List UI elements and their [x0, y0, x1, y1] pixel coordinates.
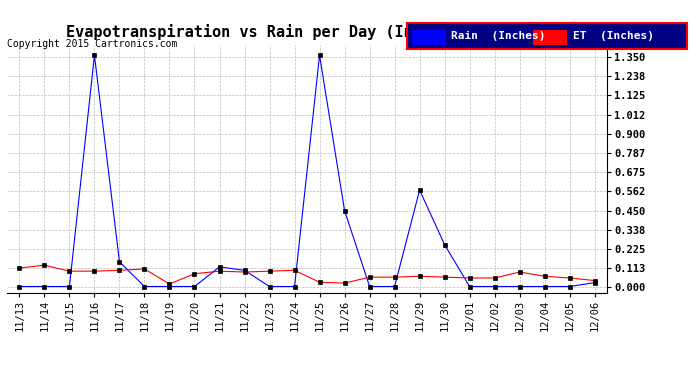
- Rain  (Inches): [290, 284, 299, 289]
- Text: Copyright 2015 Cartronics.com: Copyright 2015 Cartronics.com: [7, 39, 177, 50]
- Rain  (Inches): [140, 284, 148, 289]
- Rain  (Inches): [40, 284, 48, 289]
- Rain  (Inches): [240, 268, 248, 273]
- Rain  (Inches): [90, 53, 99, 57]
- ET  (Inches): [591, 278, 599, 283]
- Rain  (Inches): [366, 284, 374, 289]
- ET  (Inches): [315, 280, 324, 285]
- Rain  (Inches): [591, 280, 599, 285]
- Rain  (Inches): [190, 284, 199, 289]
- ET  (Inches): [240, 270, 248, 274]
- Rain  (Inches): [440, 243, 449, 247]
- Rain  (Inches): [315, 53, 324, 57]
- Rain  (Inches): [166, 284, 174, 289]
- ET  (Inches): [66, 269, 74, 273]
- ET  (Inches): [540, 274, 549, 279]
- ET  (Inches): [40, 263, 48, 267]
- Rain  (Inches): [340, 209, 348, 213]
- ET  (Inches): [515, 270, 524, 274]
- Rain  (Inches): [566, 284, 574, 289]
- ET  (Inches): [266, 269, 274, 273]
- Rain  (Inches): [415, 188, 424, 192]
- ET  (Inches): [115, 268, 124, 273]
- ET  (Inches): [166, 282, 174, 286]
- ET  (Inches): [15, 266, 23, 270]
- Rain  (Inches): [540, 284, 549, 289]
- ET  (Inches): [566, 276, 574, 280]
- Rain  (Inches): [391, 284, 399, 289]
- Text: Rain  (Inches): Rain (Inches): [451, 31, 545, 40]
- Rain  (Inches): [266, 284, 274, 289]
- Text: ET  (Inches): ET (Inches): [573, 31, 653, 40]
- Rain  (Inches): [15, 284, 23, 289]
- ET  (Inches): [440, 275, 449, 279]
- ET  (Inches): [290, 268, 299, 273]
- ET  (Inches): [90, 269, 99, 273]
- ET  (Inches): [466, 276, 474, 280]
- Rain  (Inches): [66, 284, 74, 289]
- ET  (Inches): [491, 276, 499, 280]
- Rain  (Inches): [115, 260, 124, 264]
- ET  (Inches): [140, 267, 148, 271]
- Rain  (Inches): [215, 265, 224, 269]
- ET  (Inches): [190, 272, 199, 276]
- ET  (Inches): [340, 281, 348, 285]
- Line: Rain  (Inches): Rain (Inches): [18, 54, 596, 288]
- Rain  (Inches): [491, 284, 499, 289]
- ET  (Inches): [366, 275, 374, 279]
- Rain  (Inches): [466, 284, 474, 289]
- Line: ET  (Inches): ET (Inches): [18, 264, 596, 286]
- Rain  (Inches): [515, 284, 524, 289]
- Text: Evapotranspiration vs Rain per Day (Inches) 20151207: Evapotranspiration vs Rain per Day (Inch…: [66, 24, 541, 40]
- ET  (Inches): [415, 274, 424, 279]
- ET  (Inches): [215, 269, 224, 273]
- ET  (Inches): [391, 275, 399, 279]
